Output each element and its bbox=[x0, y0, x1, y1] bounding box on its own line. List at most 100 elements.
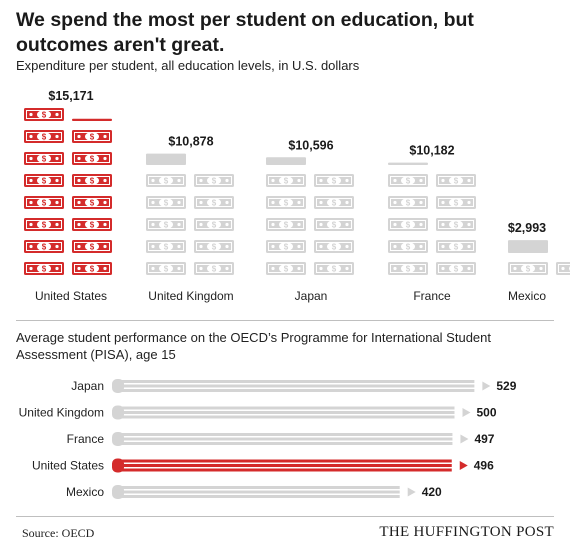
dollar-bill-icon: $ bbox=[266, 174, 306, 187]
dollar-bill-icon: $ bbox=[314, 262, 354, 275]
value-label: 420 bbox=[422, 485, 442, 499]
category-label: United Kingdom bbox=[19, 406, 104, 420]
svg-text:$: $ bbox=[332, 199, 337, 208]
bar-united-states: $ $ $ $ $ $ $ $ $ $ $ $ $ $ $ bbox=[24, 108, 112, 275]
svg-text:$: $ bbox=[454, 199, 459, 208]
svg-text:$: $ bbox=[42, 199, 47, 208]
dollar-bill-icon bbox=[72, 118, 112, 121]
dollar-bill-icon bbox=[266, 157, 306, 165]
category-label: Japan bbox=[295, 289, 328, 303]
svg-text:$: $ bbox=[164, 265, 169, 274]
dollar-bill-icon: $ bbox=[72, 262, 112, 275]
value-label: $15,171 bbox=[48, 89, 93, 103]
category-label: Japan bbox=[71, 379, 104, 393]
svg-text:$: $ bbox=[164, 221, 169, 230]
arrow-marker bbox=[460, 434, 469, 444]
value-label: 500 bbox=[477, 406, 497, 420]
dollar-bill-icon: $ bbox=[72, 218, 112, 231]
dollar-bill-icon: $ bbox=[24, 174, 64, 187]
arrow-marker bbox=[407, 487, 416, 497]
bar-mexico: $$ bbox=[508, 240, 570, 275]
category-label: Mexico bbox=[66, 485, 104, 499]
brand-logo: THE HUFFINGTON POST bbox=[379, 524, 554, 540]
dollar-bill-icon: $ bbox=[266, 240, 306, 253]
svg-text:$: $ bbox=[284, 265, 289, 274]
dollar-bill-icon: $ bbox=[314, 218, 354, 231]
dollar-bill-icon: $ bbox=[24, 196, 64, 209]
svg-text:$: $ bbox=[332, 177, 337, 186]
svg-text:$: $ bbox=[454, 177, 459, 186]
svg-text:$: $ bbox=[284, 221, 289, 230]
value-label: 529 bbox=[496, 379, 516, 393]
svg-text:$: $ bbox=[42, 133, 47, 142]
svg-text:$: $ bbox=[284, 243, 289, 252]
dollar-bill-icon: $ bbox=[194, 174, 234, 187]
dollar-bill-icon: $ bbox=[314, 196, 354, 209]
dollar-bill-icon: $ bbox=[388, 174, 428, 187]
svg-text:$: $ bbox=[212, 177, 217, 186]
svg-text:$: $ bbox=[212, 221, 217, 230]
svg-text:$: $ bbox=[42, 221, 47, 230]
svg-text:$: $ bbox=[454, 221, 459, 230]
dollar-bill-icon bbox=[508, 240, 548, 253]
value-label: $10,878 bbox=[168, 135, 213, 149]
svg-text:$: $ bbox=[212, 243, 217, 252]
svg-text:$: $ bbox=[42, 177, 47, 186]
dollar-bill-icon: $ bbox=[314, 240, 354, 253]
dollar-bill-icon: $ bbox=[24, 240, 64, 253]
svg-text:$: $ bbox=[164, 199, 169, 208]
chart-subtitle: Expenditure per student, all education l… bbox=[16, 58, 360, 73]
value-label: $2,993 bbox=[508, 221, 546, 235]
svg-text:$: $ bbox=[284, 177, 289, 186]
dollar-bill-icon: $ bbox=[266, 218, 306, 231]
category-label: France bbox=[67, 432, 105, 446]
category-label: United Kingdom bbox=[148, 289, 233, 303]
dollar-bill-icon: $ bbox=[72, 174, 112, 187]
dollar-bill-icon: $ bbox=[436, 174, 476, 187]
dollar-bill-icon: $ bbox=[194, 196, 234, 209]
svg-text:$: $ bbox=[42, 243, 47, 252]
dollar-bill-icon: $ bbox=[266, 196, 306, 209]
dollar-bill-icon: $ bbox=[388, 262, 428, 275]
bar-japan: $ $ $ $ $ $ $ $ $ $ bbox=[266, 157, 354, 275]
pisa-bar-united-kingdom: United Kingdom 500 bbox=[19, 405, 497, 420]
dollar-bill-icon: $ bbox=[194, 240, 234, 253]
chart-title: We spend the most per student on educati… bbox=[16, 9, 474, 56]
value-label: $10,596 bbox=[288, 138, 333, 152]
bar-france: $ $ $ $ $ $ $ $ $ $ bbox=[388, 162, 476, 275]
svg-text:$: $ bbox=[406, 265, 411, 274]
dollar-bill-icon: $ bbox=[388, 218, 428, 231]
svg-text:$: $ bbox=[42, 265, 47, 274]
dollar-bill-icon: $ bbox=[508, 262, 548, 275]
dollar-bill-icon bbox=[388, 162, 428, 165]
arrow-marker bbox=[459, 461, 468, 470]
category-label: Mexico bbox=[508, 289, 546, 303]
dollar-bill-icon: $ bbox=[436, 240, 476, 253]
dollar-bill-icon: $ bbox=[24, 130, 64, 143]
pisa-chart-title: Average student performance on the OECD’… bbox=[16, 330, 492, 362]
svg-text:$: $ bbox=[164, 243, 169, 252]
svg-text:$: $ bbox=[332, 243, 337, 252]
footer-divider bbox=[16, 516, 554, 517]
value-label: 497 bbox=[474, 432, 494, 446]
dollar-bill-icon: $ bbox=[24, 218, 64, 231]
arrow-marker bbox=[462, 408, 471, 417]
svg-text:$: $ bbox=[212, 199, 217, 208]
svg-text:$: $ bbox=[526, 265, 531, 274]
dollar-bill-icon: $ bbox=[388, 240, 428, 253]
value-label: $10,182 bbox=[409, 144, 454, 158]
category-label: France bbox=[413, 289, 451, 303]
dollar-bill-icon: $ bbox=[146, 262, 186, 275]
pisa-bar-france: France 497 bbox=[67, 432, 495, 446]
svg-text:$: $ bbox=[284, 199, 289, 208]
pisa-bar-mexico: Mexico 420 bbox=[66, 485, 442, 499]
svg-text:$: $ bbox=[90, 221, 95, 230]
svg-text:$: $ bbox=[454, 243, 459, 252]
svg-text:$: $ bbox=[406, 243, 411, 252]
category-label: United States bbox=[35, 289, 107, 303]
dollar-bill-icon: $ bbox=[72, 152, 112, 165]
section-divider bbox=[16, 320, 554, 321]
dollar-bill-icon: $ bbox=[146, 240, 186, 253]
